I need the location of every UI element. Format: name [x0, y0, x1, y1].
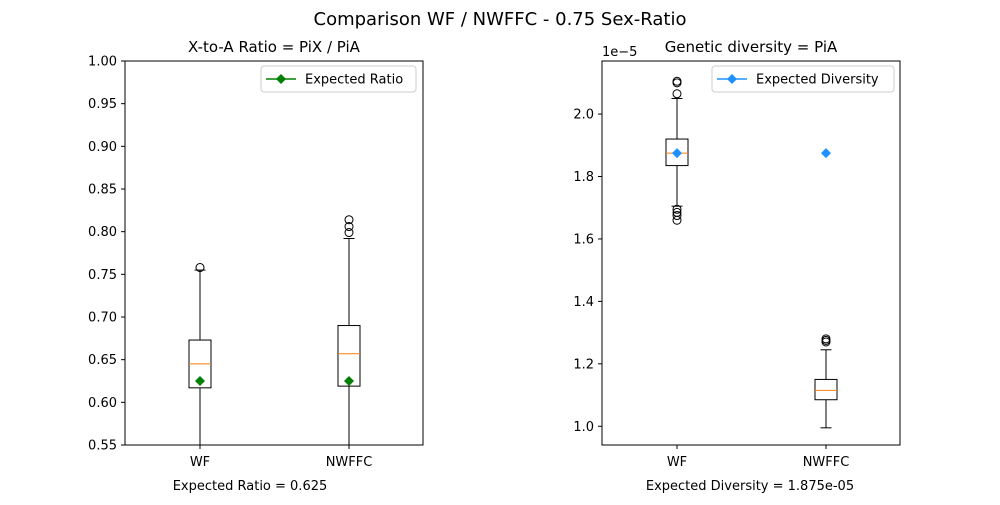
diversity-ytick-label: 1.2	[573, 357, 594, 372]
diversity-ytick-label: 1.8	[573, 170, 594, 185]
ratio-flier	[195, 263, 205, 273]
diversity-xtick-label: WF	[667, 455, 687, 470]
ratio-box-nwffc	[337, 325, 361, 387]
ratio-footnote: Expected Ratio = 0.625	[173, 479, 328, 494]
ratio-ytick-label: 0.55	[88, 439, 117, 454]
ratio-ytick-label: 0.60	[88, 396, 117, 411]
ratio-expected-marker	[344, 376, 354, 386]
diversity-ytick-label: 1.4	[573, 295, 594, 310]
ratio-ytick-label: 1.00	[88, 55, 117, 70]
diversity-expected-marker	[672, 148, 682, 159]
diversity-ytick-label: 1.0	[573, 420, 594, 435]
diversity-legend-marker	[727, 74, 737, 84]
ratio-flier	[344, 215, 354, 225]
ratio-xtick-label: NWFFC	[326, 455, 373, 470]
ratio-ytick-label: 0.85	[88, 183, 117, 198]
ratio-xtick-label: WF	[190, 455, 210, 470]
diversity-footnote: Expected Diversity = 1.875e-05	[646, 479, 854, 494]
figure-suptitle: Comparison WF / NWFFC - 0.75 Sex-Ratio	[314, 9, 687, 30]
ratio-legend-box	[260, 65, 417, 93]
diversity-expected-marker	[821, 148, 831, 159]
diversity-flier	[672, 215, 682, 225]
diversity-flier	[672, 89, 682, 99]
diversity-yaxis-offset: 1e−5	[602, 45, 637, 60]
ratio-ytick-label: 0.80	[88, 225, 117, 240]
diversity-box-wf	[665, 138, 689, 167]
ratio-ytick-label: 0.90	[88, 140, 117, 155]
diversity-flier	[672, 204, 682, 214]
ratio-ytick-label: 0.75	[88, 268, 117, 283]
diversity-panel: Genetic diversity = PiA 1.0 1.2 1.4 1.6 1.8 2.…	[573, 38, 901, 494]
ratio-panel: X-to-A Ratio = PiX / PiA 0.55 0.60 0.65 0.70…	[88, 38, 424, 494]
ratio-expected-marker	[195, 376, 205, 386]
ratio-legend-marker	[276, 74, 286, 84]
diversity-legend-label: Expected Diversity	[756, 73, 879, 88]
ratio-title: X-to-A Ratio = PiX / PiA	[188, 38, 361, 56]
ratio-legend-label: Expected Ratio	[305, 73, 403, 88]
diversity-xtick-label: NWFFC	[803, 455, 850, 470]
diversity-ytick-label: 1.6	[573, 232, 594, 247]
diversity-title: Genetic diversity = PiA	[665, 38, 838, 56]
ratio-ytick-label: 0.70	[88, 311, 117, 326]
ratio-axes-frame	[124, 60, 424, 446]
ratio-ytick-label: 0.65	[88, 353, 117, 368]
diversity-axes-frame	[601, 60, 901, 446]
diversity-flier	[821, 334, 831, 344]
diversity-legend-box	[711, 65, 895, 93]
ratio-flier	[344, 228, 354, 238]
ratio-flier	[344, 222, 354, 232]
diversity-flier	[672, 211, 682, 221]
diversity-box-nwffc	[814, 378, 838, 401]
diversity-flier	[672, 78, 682, 88]
diversity-ytick-label: 2.0	[573, 108, 594, 123]
ratio-ytick-label: 0.95	[88, 97, 117, 112]
